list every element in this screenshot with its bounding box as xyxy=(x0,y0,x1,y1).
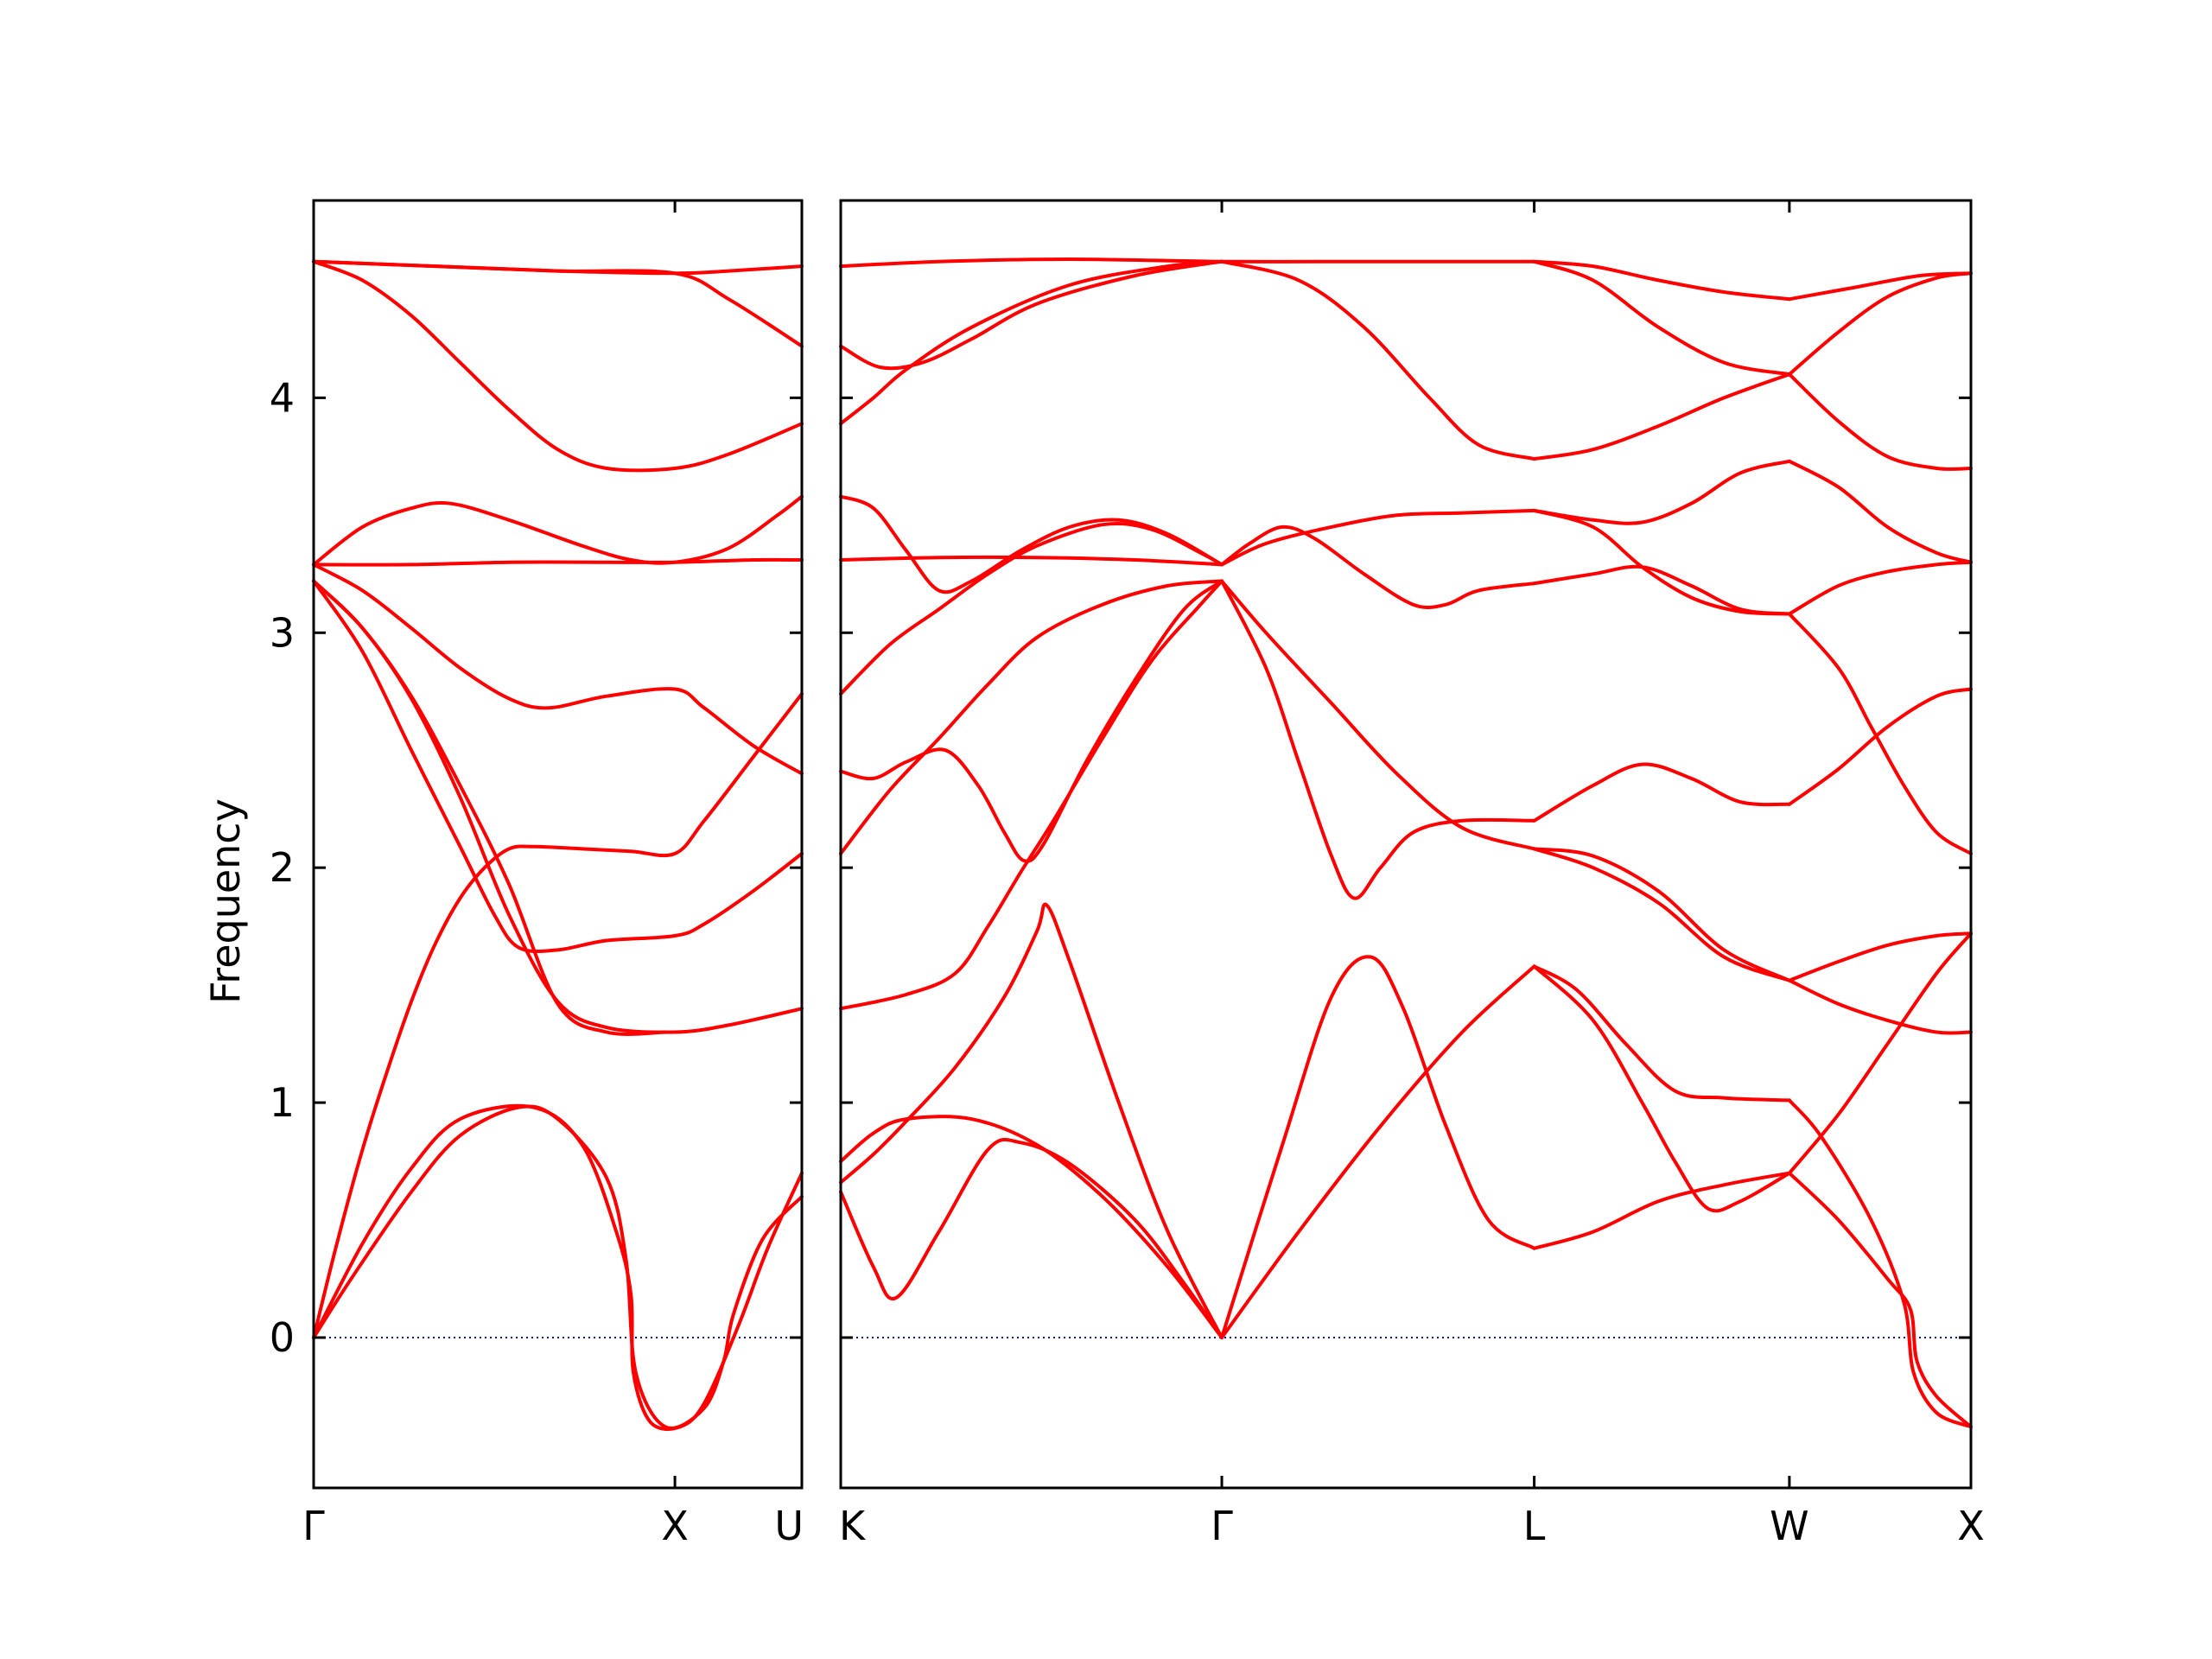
band-line-p2-18 xyxy=(1220,508,1536,567)
band-line-p2-7 xyxy=(839,521,1224,696)
band-line-p1-10 xyxy=(312,259,804,276)
band-line-p2-20 xyxy=(1532,1171,1791,1250)
band-line-p2-16 xyxy=(1220,579,1536,851)
axis-ticks xyxy=(312,200,1973,1488)
panel-frame-2 xyxy=(839,199,1973,1490)
band-line-p2-1 xyxy=(839,1137,1224,1339)
y-tick-label: 3 xyxy=(270,609,295,656)
x-tick-label: Γ xyxy=(302,1503,325,1549)
band-line-p1-11 xyxy=(312,579,667,1036)
band-line-p1-7 xyxy=(312,557,804,567)
band-line-p2-2 xyxy=(839,1115,1224,1339)
band-line-p2-28 xyxy=(1532,508,1791,616)
band-line-p2-17 xyxy=(1220,524,1536,610)
band-line-p2-15 xyxy=(1220,579,1536,900)
band-line-p1-3 xyxy=(312,579,804,954)
band-line-p2-42 xyxy=(1787,1098,1973,1429)
x-tick-label: X xyxy=(661,1503,689,1549)
band-line-p2-36 xyxy=(1787,560,1973,616)
band-line-p2-26 xyxy=(1532,564,1791,616)
band-line-p1-12 xyxy=(312,1104,804,1430)
x-tick-label: W xyxy=(1770,1503,1808,1549)
panel-frame-1 xyxy=(312,199,804,1490)
band-line-p2-31 xyxy=(1532,259,1791,302)
band-line-p2-3 xyxy=(839,902,1224,1339)
band-line-p2-6 xyxy=(839,579,1224,863)
band-line-p2-27 xyxy=(1532,459,1791,525)
band-line-p1-6 xyxy=(312,494,804,567)
y-axis-label: Frequency xyxy=(202,798,249,1004)
band-line-p1-2 xyxy=(312,692,804,1339)
band-line-p2-34 xyxy=(1787,372,1973,471)
band-line-p2-40 xyxy=(1787,978,1973,1035)
panel-frames xyxy=(312,199,1973,1490)
band-line-p2-5 xyxy=(839,579,1224,855)
band-line-p1-5 xyxy=(312,563,804,776)
band-line-p2-10 xyxy=(839,259,1224,426)
y-tick-label: 1 xyxy=(270,1079,295,1126)
band-line-p2-29 xyxy=(1532,372,1791,461)
y-tick-label: 4 xyxy=(270,374,295,421)
band-line-p2-4 xyxy=(839,579,1224,1011)
band-line-p2-22 xyxy=(1532,964,1791,1103)
y-tick-label: 2 xyxy=(270,844,295,891)
tick-labels: Γ X U 0 1 2 3 4 K Γ L W X xyxy=(270,374,1985,1549)
x-tick-label: U xyxy=(774,1503,804,1549)
band-line-p2-32 xyxy=(1787,271,1973,302)
x-tick-label: L xyxy=(1523,1503,1546,1549)
band-line-p2-9 xyxy=(839,555,1224,567)
band-line-p2-38 xyxy=(1787,687,1973,806)
band-line-p2-39 xyxy=(1787,931,1973,982)
band-line-p2-12 xyxy=(839,257,1536,269)
band-line-p1-1 xyxy=(312,1103,804,1431)
band-line-p2-8 xyxy=(839,494,1224,594)
band-line-p1-8 xyxy=(312,259,804,473)
band-line-p1-9 xyxy=(312,259,804,348)
band-line-p2-33 xyxy=(1787,271,1973,377)
band-line-p2-37 xyxy=(1787,612,1973,855)
x-tick-label: K xyxy=(839,1503,867,1549)
band-line-p2-35 xyxy=(1787,459,1973,564)
band-line-p2-19 xyxy=(1220,259,1536,461)
band-line-p2-25 xyxy=(1532,762,1791,823)
x-tick-label: X xyxy=(1957,1503,1985,1549)
band-line-p2-11 xyxy=(839,259,1224,371)
band-line-p2-14 xyxy=(1220,964,1536,1339)
band-line-p1-4 xyxy=(312,579,804,1034)
band-line-p2-13 xyxy=(1220,955,1536,1339)
band-line-p2-24 xyxy=(1532,847,1791,982)
band-line-p2-23 xyxy=(1532,847,1791,982)
band-line-p2-43 xyxy=(1787,1171,1973,1429)
phonon-bands xyxy=(312,257,1973,1431)
band-line-p2-30 xyxy=(1532,259,1791,377)
y-tick-label: 0 xyxy=(270,1314,295,1361)
band-line-p2-21 xyxy=(1532,964,1791,1213)
x-tick-label: Γ xyxy=(1211,1503,1233,1549)
